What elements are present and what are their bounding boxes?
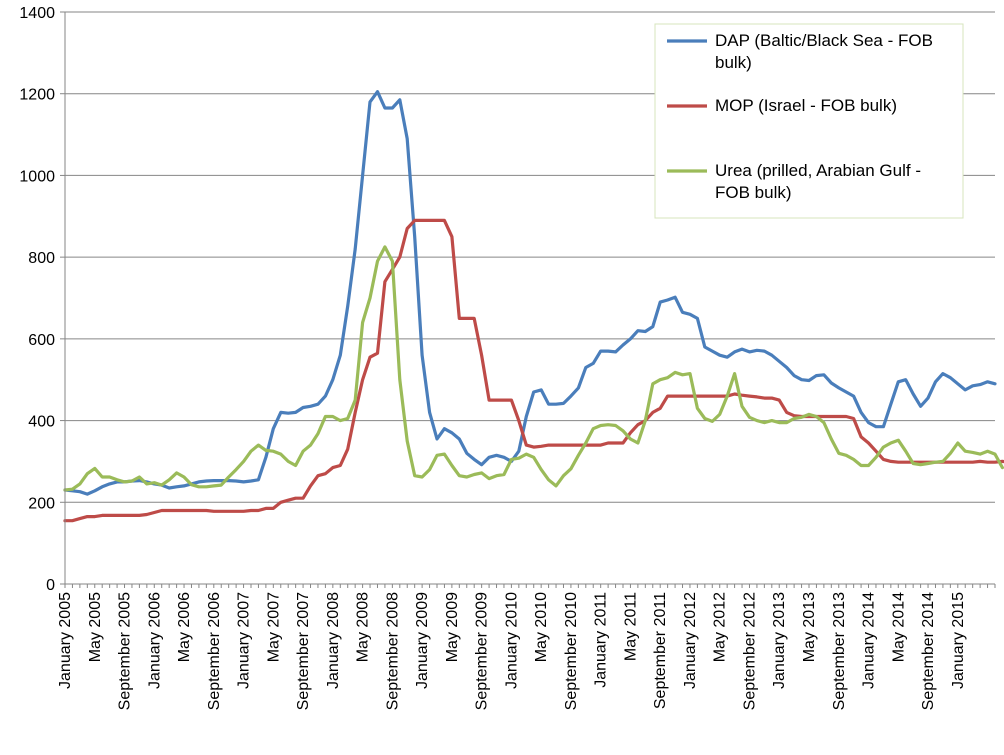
x-tick-label: September 2006 <box>206 592 223 710</box>
x-tick-label: September 2012 <box>741 592 758 710</box>
x-tick-label: September 2009 <box>474 592 491 710</box>
x-tick-label: January 2011 <box>593 592 610 688</box>
legend-box <box>654 23 964 219</box>
y-axis-tick-labels: 0 200 400 600 800 1000 1200 1400 <box>19 5 65 594</box>
x-tick-label: May 2009 <box>444 592 461 662</box>
y-tick-label: 600 <box>28 332 55 349</box>
y-tick-label: 0 <box>46 577 55 594</box>
series-line-0 <box>63 90 997 496</box>
x-tick-label: May 2014 <box>890 592 907 662</box>
x-tick-label: May 2013 <box>801 592 818 662</box>
legend-label-2: Urea (prilled, Arabian Gulf -FOB bulk) <box>715 161 921 202</box>
series-lines <box>63 90 1004 523</box>
y-tick-label: 1000 <box>19 168 55 185</box>
x-tick-label: September 2005 <box>117 592 134 710</box>
x-tick-label: September 2007 <box>295 592 312 710</box>
y-tick-label: 200 <box>28 495 55 512</box>
axes <box>64 12 995 585</box>
x-tick-label: May 2005 <box>87 592 104 662</box>
y-tick-label: 1400 <box>19 5 55 22</box>
x-tick-label: May 2007 <box>265 592 282 662</box>
x-tick-label: September 2011 <box>652 592 669 709</box>
x-tick-label: January 2009 <box>414 592 431 689</box>
x-tick-label: September 2013 <box>831 592 848 710</box>
x-tick-label: January 2014 <box>861 592 878 689</box>
series-line-1 <box>63 218 1004 523</box>
x-tick-label: September 2010 <box>563 592 580 710</box>
legend-label-0: DAP (Baltic/Black Sea - FOB bulk) <box>715 31 933 72</box>
y-tick-label: 1200 <box>19 87 55 104</box>
x-tick-label: May 2008 <box>355 592 372 662</box>
x-tick-label: January 2006 <box>146 592 163 689</box>
x-tick-label: May 2010 <box>533 592 550 662</box>
x-tick-label: September 2014 <box>920 592 937 710</box>
legend-label-1: MOP (Israel - FOB bulk) <box>715 96 897 115</box>
x-tick-label: May 2006 <box>176 592 193 662</box>
legend: DAP (Baltic/Black Sea - FOB bulk) MOP (Isr… <box>654 23 964 219</box>
x-axis-tick-labels: January 2005 May 2005 September 2005 Januar… <box>57 584 996 710</box>
x-tick-label: January 2007 <box>236 592 253 689</box>
x-tick-label: May 2012 <box>712 592 729 662</box>
y-gridlines <box>65 11 995 503</box>
x-tick-label: May 2011 <box>622 592 639 661</box>
x-tick-label: January 2008 <box>325 592 342 689</box>
x-tick-label: January 2005 <box>57 592 74 689</box>
x-tick-label: January 2010 <box>503 592 520 689</box>
x-tick-label: September 2008 <box>384 592 401 710</box>
y-tick-label: 800 <box>28 250 55 267</box>
x-tick-label: January 2015 <box>950 592 967 689</box>
y-tick-label: 400 <box>28 414 55 431</box>
x-tick-label: January 2013 <box>771 592 788 689</box>
series-line-2 <box>63 245 1004 492</box>
x-tick-label: January 2012 <box>682 592 699 689</box>
